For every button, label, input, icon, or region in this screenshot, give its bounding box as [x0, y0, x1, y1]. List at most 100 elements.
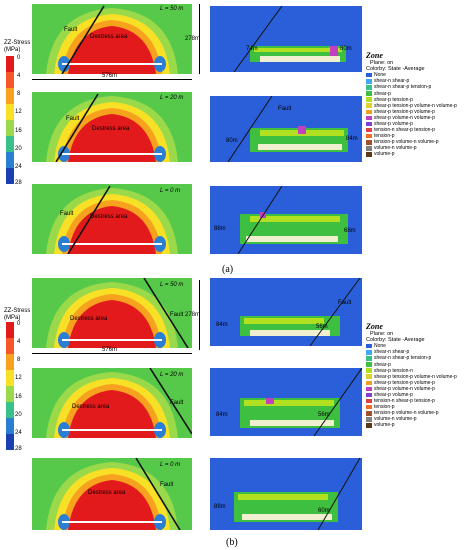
legend-a-item: shear-p	[366, 90, 457, 97]
legend-a-item: volume-n volume-p	[366, 145, 457, 151]
legend-b-label: tension-n shear-p tension-p	[374, 398, 435, 405]
distance-label-b2: L = 20 m	[160, 372, 184, 378]
height-dimension-line-a	[199, 4, 200, 74]
legend-b-item: tension-n shear-p tension-p	[366, 398, 457, 404]
colorbar-a-tick: 20	[15, 146, 22, 152]
stress-panel-a2	[32, 92, 192, 162]
legend-b-swatch	[366, 411, 372, 416]
legend-b-item: None	[366, 343, 457, 349]
legend-a-item: shear-n shear-p tension-p	[366, 84, 457, 90]
zone-panel-b2	[210, 368, 362, 436]
legend-b-swatch	[366, 386, 372, 392]
legend-b-item: shear-p volume-p	[366, 392, 457, 398]
legend-b-label: shear-p tension-p volume-p	[374, 379, 435, 386]
width-dimension-line-a	[32, 79, 192, 80]
destress-label-a1: Destress area	[90, 34, 128, 40]
zone-dim-b3-right: 60m	[318, 508, 330, 514]
legend-b-swatch	[366, 343, 372, 349]
colorbar-a-title: ZZ-Stress (MPa)	[4, 40, 31, 53]
fault-label-b1: Fault	[170, 312, 184, 318]
legend-a-swatch	[366, 127, 372, 133]
legend-b-label: None	[374, 343, 386, 350]
legend-b-label: volume-p	[374, 422, 395, 429]
legend-b-item: shear-n shear-p tension-p	[366, 355, 457, 361]
legend-b-label: volume-n volume-p	[374, 416, 417, 423]
colorbar-a-tick: 24	[15, 164, 22, 170]
legend-a-label: tension-p volume-n volume-p	[374, 139, 439, 146]
legend-a-label: shear-p tension-p volume-n volume-p	[374, 102, 457, 109]
colorbar-a-tick: 8	[17, 91, 21, 97]
legend-a-item: tension-p volume-n volume-p	[366, 139, 457, 145]
legend-b-swatch	[366, 380, 372, 386]
stress-panel-a3	[32, 184, 192, 254]
fault-label-a2: Fault	[66, 116, 80, 122]
legend-a-swatch	[366, 140, 372, 145]
legend-b-item: shear-p tension-n	[366, 368, 457, 374]
distance-label-a3: L = 0 m	[160, 188, 181, 194]
zone-dim-a1-left: 74m	[246, 46, 258, 52]
zone-dim-b2-left: 84m	[216, 412, 228, 418]
zone-fault-a2: Fault	[278, 106, 292, 112]
legend-a-swatch	[366, 133, 372, 139]
legend-a-label: shear-p volume-n volume-p	[374, 114, 435, 121]
colorbar-a-tick: 28	[15, 180, 22, 186]
colorbar-a-tick: 12	[15, 109, 22, 115]
legend-b-item: volume-p	[366, 422, 457, 428]
colorbar-a-tick: 4	[17, 73, 21, 79]
fault-label-b2: Fault	[170, 400, 184, 406]
zone-dim-a1-right: 80m	[340, 46, 352, 52]
zone-dim-b2-right: 56m	[318, 412, 330, 418]
legend-a-swatch	[366, 85, 372, 90]
stress-panel-b3	[32, 458, 192, 530]
legend-a-item: shear-p tension-p	[366, 97, 457, 103]
legend-b-label: shear-p volume-p	[374, 391, 413, 398]
colorbar-b	[6, 322, 15, 450]
zone-panel-a3	[210, 186, 362, 254]
destress-label-b2: Destress area	[72, 404, 110, 410]
legend-b-item: shear-n shear-p	[366, 349, 457, 355]
zone-dim-a2-left: 80m	[226, 138, 238, 144]
colorbar-a-tick: 0	[17, 55, 21, 61]
legend-b-item: shear-p volume-n volume-p	[366, 386, 457, 392]
caption-a: (a)	[222, 264, 234, 275]
colorbar-b-tick: 28	[15, 446, 22, 452]
legend-a-title: Zone	[366, 51, 383, 60]
legend-b-swatch	[366, 356, 372, 361]
colorbar-b-title: ZZ-Stress (MPa)	[4, 308, 31, 321]
legend-a-label: volume-n volume-p	[374, 145, 417, 152]
height-dimension-a: 278m	[185, 36, 201, 42]
legend-b-label: shear-n shear-p	[374, 349, 410, 356]
legend-a-item: shear-n shear-p	[366, 78, 457, 84]
colorbar-b-tick: 8	[17, 357, 21, 363]
legend-b-label: shear-n shear-p tension-p	[374, 355, 432, 362]
legend-a-colorby: Colorby: State -Average	[366, 66, 425, 73]
legend-b-swatch	[366, 392, 372, 398]
legend-b-item: shear-p tension-p volume-n volume-p	[366, 374, 457, 380]
legend-a-label: shear-p volume-p	[374, 120, 413, 127]
legend-a-item: tension-n shear-p tension-p	[366, 127, 457, 133]
legend-a-swatch	[366, 109, 372, 115]
fault-label-a1: Fault	[64, 27, 78, 33]
height-dimension-line-b	[199, 280, 200, 350]
colorbar-a	[6, 56, 15, 184]
colorbar-b-tick: 4	[17, 339, 21, 345]
colorbar-b-tick: 0	[17, 321, 21, 327]
legend-a-item: shear-p tension-p volume-n volume-p	[366, 103, 457, 109]
zone-dim-b1-right: 56m	[316, 324, 328, 330]
legend-a-items: None shear-n shear-p shear-n shear-p tensi…	[366, 72, 457, 157]
legend-b-label: tension-p	[374, 404, 395, 411]
legend-b-label: shear-p tension-p volume-n volume-p	[374, 373, 457, 380]
legend-a-label: shear-p	[374, 90, 391, 97]
zone-dim-a2-right: 84m	[346, 136, 358, 142]
distance-label-b3: L = 0 m	[160, 462, 181, 468]
legend-a-label: shear-n shear-p	[374, 78, 410, 85]
zone-dim-a3-right: 68m	[344, 228, 356, 234]
colorbar-b-tick: 24	[15, 430, 22, 436]
distance-label-b1: L = 50 m	[160, 282, 184, 288]
legend-b-swatch	[366, 362, 372, 367]
legend-a-item: shear-p volume-n volume-p	[366, 115, 457, 121]
legend-a-swatch	[366, 115, 372, 121]
stress-panel-a1	[32, 4, 192, 74]
legend-b-swatch	[366, 374, 372, 379]
destress-label-b1: Destress area	[70, 316, 108, 322]
